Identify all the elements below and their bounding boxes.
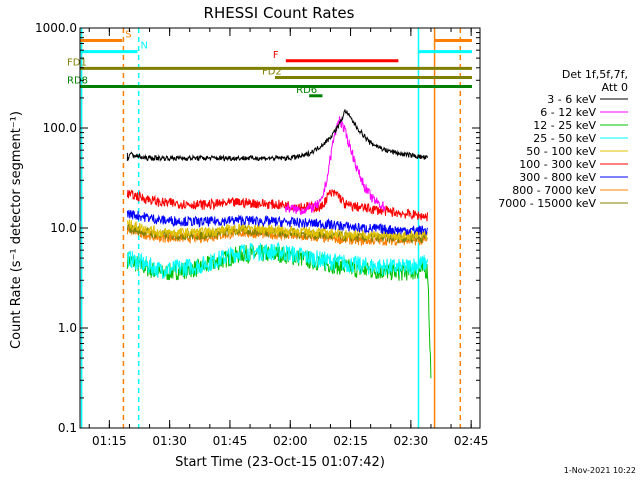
legend-label-1: 6 - 12 keV: [540, 106, 596, 119]
series-line-25-50-kev: [126, 241, 428, 279]
chart-marks: SN F FD1 FD2 RD8 RD6: [67, 28, 472, 428]
y-tick-label-4: 1000.0: [35, 21, 77, 35]
x-tick-label-2: 01:45: [213, 434, 248, 448]
legend-label-5: 100 - 300 keV: [519, 158, 596, 171]
legend-label-4: 50 - 100 keV: [526, 145, 596, 158]
series-line-50-100-kev: [126, 219, 428, 241]
legend-label-7: 800 - 7000 keV: [512, 184, 596, 197]
annotation-label-fd2: FD2: [262, 66, 282, 77]
legend-label-0: 3 - 6 keV: [547, 93, 596, 106]
annotation-label-s: S: [125, 29, 131, 40]
y-tick-label-1: 1.0: [58, 321, 77, 335]
legend-header-line-1: Att 0: [602, 81, 628, 94]
y-tick-label-3: 100.0: [43, 121, 77, 135]
annotation-label-n: N: [140, 41, 147, 52]
legend-label-8: 7000 - 15000 keV: [498, 197, 596, 210]
x-tick-label-3: 02:00: [273, 434, 308, 448]
annotation-label-f: F: [273, 50, 279, 61]
legend-label-6: 300 - 800 keV: [519, 171, 596, 184]
annotation-label-rd6: RD6: [296, 85, 317, 96]
legend-label-2: 12 - 25 keV: [533, 119, 596, 132]
x-tick-label-1: 01:30: [152, 434, 187, 448]
series-line-3-6-kev: [126, 109, 428, 163]
annotation-label-rd8: RD8: [67, 76, 88, 87]
legend-label-3: 25 - 50 keV: [533, 132, 596, 145]
legend-header-line-0: Det 1f,5f,7f,: [562, 68, 628, 81]
chart-title: RHESSI Count Rates: [204, 4, 355, 22]
y-tick-label-0: 0.1: [58, 421, 77, 435]
chart-axes: 0.1 1.0 10.0 100.0 1000.0 01:15 01:30 01:45 02:0…: [35, 21, 488, 448]
series-line-100-300-kev: [126, 189, 428, 222]
x-tick-label-5: 02:30: [394, 434, 429, 448]
x-tick-label-6: 02:45: [454, 434, 489, 448]
x-tick-label-0: 01:15: [92, 434, 127, 448]
x-axis-label: Start Time (23-Oct-15 01:07:42): [175, 455, 385, 470]
series-line-300-800-kev: [126, 209, 428, 236]
x-tick-label-4: 02:15: [333, 434, 368, 448]
y-tick-label-2: 10.0: [50, 221, 77, 235]
render-timestamp: 1-Nov-2021 10:22: [564, 466, 636, 475]
y-axis-label: Count Rate (s⁻¹ detector segment⁻¹): [9, 111, 24, 349]
annotation-label-fd1: FD1: [67, 57, 87, 68]
